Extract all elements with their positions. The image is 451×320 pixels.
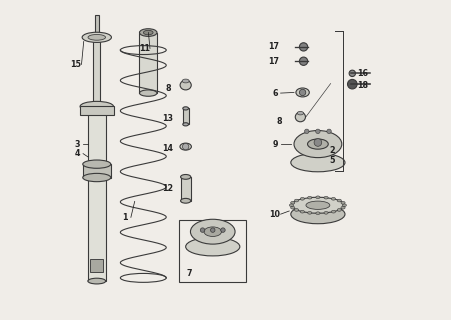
- Ellipse shape: [88, 35, 106, 40]
- Circle shape: [314, 139, 322, 146]
- Ellipse shape: [180, 143, 191, 150]
- Ellipse shape: [183, 107, 189, 110]
- Circle shape: [299, 57, 308, 65]
- Circle shape: [200, 228, 205, 232]
- Ellipse shape: [296, 88, 309, 97]
- Ellipse shape: [331, 210, 336, 213]
- Ellipse shape: [295, 112, 305, 122]
- Ellipse shape: [324, 212, 328, 214]
- Text: 13: 13: [163, 114, 174, 123]
- Ellipse shape: [308, 139, 328, 149]
- Text: 8: 8: [166, 84, 171, 93]
- Ellipse shape: [295, 209, 299, 211]
- Circle shape: [299, 89, 306, 96]
- Text: 14: 14: [163, 144, 174, 153]
- Ellipse shape: [183, 123, 189, 126]
- Ellipse shape: [82, 32, 111, 43]
- Ellipse shape: [295, 199, 299, 202]
- Ellipse shape: [294, 131, 342, 158]
- Bar: [93, 33, 100, 106]
- Text: 1: 1: [122, 213, 128, 222]
- Ellipse shape: [204, 227, 221, 236]
- Ellipse shape: [292, 197, 344, 213]
- Text: 8: 8: [277, 117, 282, 126]
- Circle shape: [221, 228, 225, 232]
- Ellipse shape: [80, 101, 114, 112]
- Ellipse shape: [306, 201, 330, 209]
- Text: 6: 6: [272, 89, 278, 98]
- Ellipse shape: [337, 199, 341, 202]
- Ellipse shape: [300, 210, 304, 213]
- Text: 18: 18: [357, 81, 368, 90]
- Ellipse shape: [331, 197, 336, 200]
- Circle shape: [316, 129, 320, 133]
- Ellipse shape: [290, 204, 294, 207]
- Ellipse shape: [308, 196, 312, 199]
- Text: 16: 16: [357, 69, 368, 78]
- Text: 11: 11: [139, 44, 150, 53]
- Ellipse shape: [316, 196, 320, 199]
- Ellipse shape: [180, 174, 191, 179]
- Bar: [183, 108, 189, 124]
- Ellipse shape: [341, 201, 345, 204]
- Ellipse shape: [308, 212, 312, 214]
- Ellipse shape: [180, 198, 191, 203]
- Text: 12: 12: [163, 184, 174, 193]
- Ellipse shape: [342, 204, 346, 207]
- Circle shape: [348, 79, 357, 89]
- Ellipse shape: [143, 30, 153, 35]
- Text: 5: 5: [330, 156, 335, 164]
- Ellipse shape: [324, 196, 328, 199]
- Circle shape: [349, 70, 355, 76]
- Text: 17: 17: [268, 57, 279, 66]
- Ellipse shape: [291, 206, 295, 209]
- Text: 9: 9: [272, 140, 278, 148]
- Ellipse shape: [341, 206, 345, 209]
- Text: 2: 2: [329, 146, 335, 155]
- Text: 3: 3: [74, 140, 80, 148]
- Ellipse shape: [297, 111, 304, 115]
- Bar: [139, 33, 157, 93]
- Ellipse shape: [316, 212, 320, 215]
- Ellipse shape: [180, 80, 191, 90]
- Ellipse shape: [337, 209, 341, 211]
- Ellipse shape: [300, 197, 304, 200]
- Text: 15: 15: [70, 60, 81, 69]
- Bar: [80, 107, 114, 116]
- Circle shape: [304, 129, 309, 133]
- Bar: [83, 164, 111, 178]
- Ellipse shape: [291, 153, 345, 172]
- Ellipse shape: [139, 90, 157, 96]
- Bar: [180, 177, 191, 201]
- Ellipse shape: [88, 278, 106, 284]
- Text: 7: 7: [186, 268, 192, 278]
- Ellipse shape: [291, 201, 295, 204]
- Circle shape: [327, 129, 331, 133]
- Bar: [179, 220, 246, 282]
- Circle shape: [211, 228, 215, 232]
- Ellipse shape: [291, 204, 345, 224]
- Ellipse shape: [190, 219, 235, 244]
- Ellipse shape: [186, 237, 240, 256]
- Circle shape: [183, 143, 189, 150]
- Bar: [90, 260, 103, 271]
- Bar: [88, 106, 106, 281]
- Text: 10: 10: [269, 210, 281, 219]
- Text: 4: 4: [74, 149, 80, 158]
- Ellipse shape: [83, 173, 111, 182]
- Text: 17: 17: [268, 42, 279, 52]
- Circle shape: [299, 43, 308, 51]
- Ellipse shape: [182, 79, 189, 83]
- Bar: [95, 15, 99, 33]
- Ellipse shape: [139, 29, 157, 36]
- Ellipse shape: [83, 160, 111, 168]
